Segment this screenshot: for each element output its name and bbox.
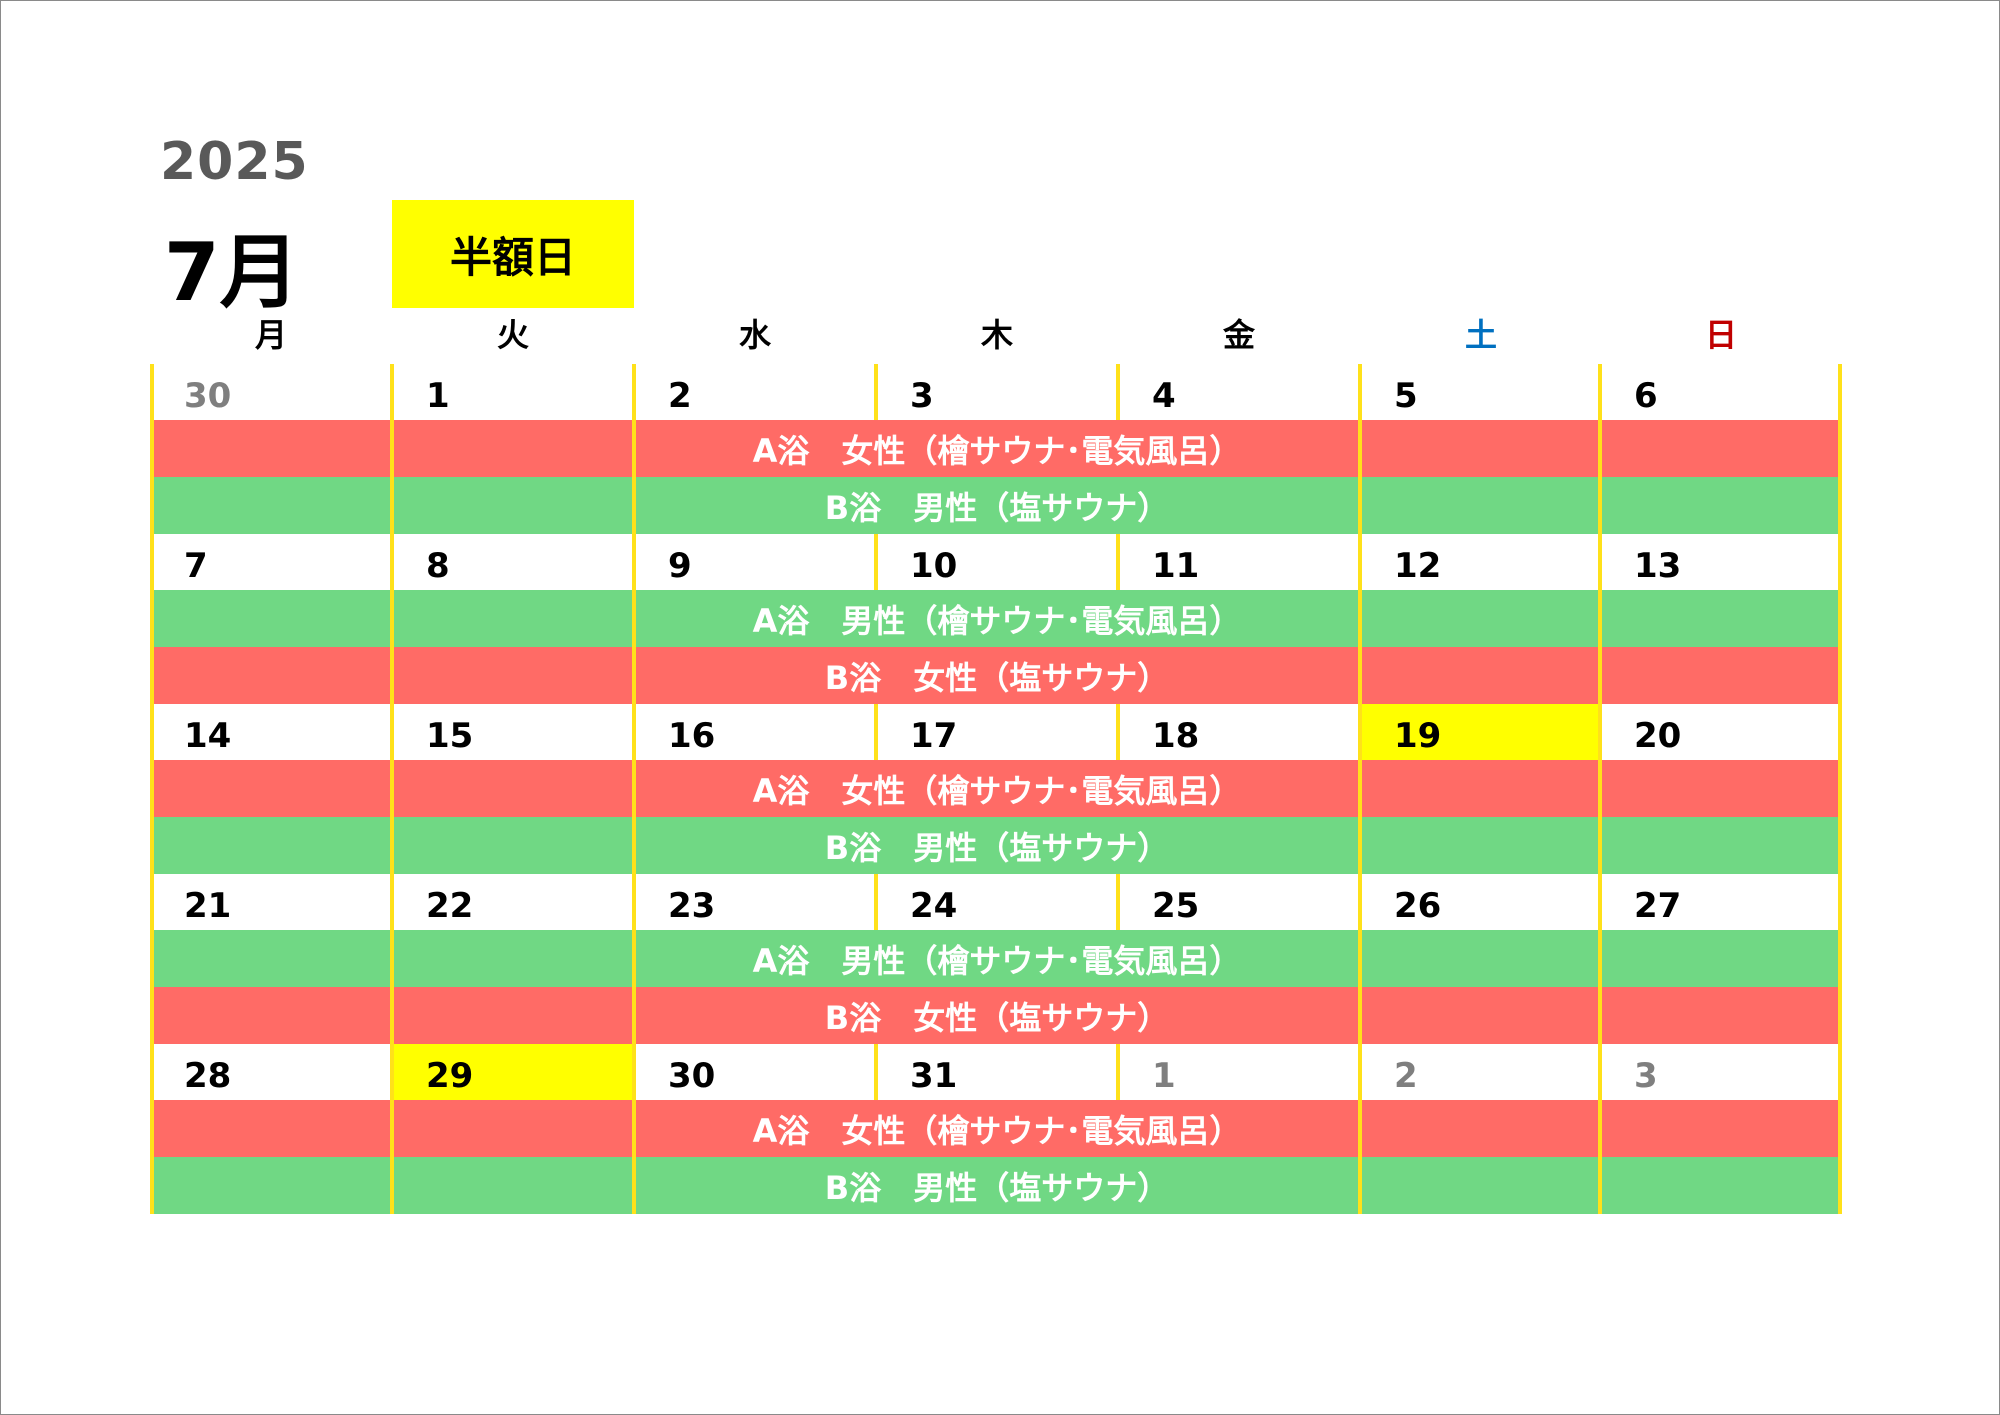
bath-b-band: B浴 男性（塩サウナ） [150, 1157, 1842, 1214]
weekday-thu: 木 [980, 316, 1013, 354]
bath-b-band: B浴 男性（塩サウナ） [150, 477, 1842, 534]
day-cell: 4 [1118, 364, 1360, 420]
bath-b-band: B浴 女性（塩サウナ） [150, 647, 1842, 704]
bath-schedule-label: B浴 女性（塩サウナ） [824, 998, 1170, 1037]
grid-divider-line [150, 364, 154, 1214]
weekday-fri: 金 [1222, 316, 1255, 354]
day-cell: 13 [1600, 534, 1842, 590]
calendar-week: 7 8 9 10 11 12 13 A浴 男性（檜サウナ･電気風呂） B浴 女性（塩サウナ） [150, 534, 1842, 704]
day-cell: 2 [1360, 1044, 1600, 1100]
weekday-wed: 水 [738, 316, 771, 354]
calendar-week: 14 15 16 17 18 19 20 A浴 女性（檜サウナ･電気風呂） B浴 男性（塩サウナ… [150, 704, 1842, 874]
calendar-grid: 30 1 2 3 4 5 6 A浴 女性（檜サウナ･電気風呂） B浴 男性（塩サウナ） 7 8 9 10… [150, 364, 1842, 1214]
day-cell: 1 [392, 364, 634, 420]
day-cell: 1 [1118, 1044, 1360, 1100]
day-cell: 14 [150, 704, 392, 760]
day-cell: 18 [1118, 704, 1360, 760]
grid-divider-line [1358, 364, 1362, 1214]
bath-schedule-label: A浴 女性（檜サウナ･電気風呂） [752, 1111, 1242, 1150]
weekday-sun: 日 [1704, 316, 1737, 354]
day-cell: 31 [876, 1044, 1118, 1100]
date-row-divider [1116, 534, 1120, 590]
date-row-divider [1116, 364, 1120, 420]
day-cell: 8 [392, 534, 634, 590]
day-cell: 27 [1600, 874, 1842, 930]
bath-a-band: A浴 男性（檜サウナ･電気風呂） [150, 930, 1842, 987]
day-cell: 20 [1600, 704, 1842, 760]
date-row-divider [874, 704, 878, 760]
bath-a-band: A浴 女性（檜サウナ･電気風呂） [150, 1100, 1842, 1157]
bath-schedule-label: A浴 女性（檜サウナ･電気風呂） [752, 771, 1242, 810]
day-cell: 16 [634, 704, 876, 760]
bath-a-band: A浴 女性（檜サウナ･電気風呂） [150, 420, 1842, 477]
day-cell: 7 [150, 534, 392, 590]
bath-schedule-label: B浴 女性（塩サウナ） [824, 658, 1170, 697]
weekday-sat: 土 [1464, 316, 1497, 354]
calendar-month: 7月 [164, 226, 300, 319]
day-cell: 30 [150, 364, 392, 420]
date-row-divider [874, 1044, 878, 1100]
bath-schedule-label: B浴 男性（塩サウナ） [824, 828, 1170, 867]
bath-b-band: B浴 女性（塩サウナ） [150, 987, 1842, 1044]
date-row-divider [874, 874, 878, 930]
day-cell: 15 [392, 704, 634, 760]
bath-schedule-label: B浴 男性（塩サウナ） [824, 1168, 1170, 1207]
date-row-divider [1116, 1044, 1120, 1100]
bath-a-band: A浴 男性（檜サウナ･電気風呂） [150, 590, 1842, 647]
bath-schedule-label: B浴 男性（塩サウナ） [824, 488, 1170, 527]
weekday-mon: 月 [254, 316, 287, 354]
day-cell: 24 [876, 874, 1118, 930]
day-cell: 12 [1360, 534, 1600, 590]
day-cell: 28 [150, 1044, 392, 1100]
date-row-divider [874, 364, 878, 420]
half-price-legend: 半額日 [392, 200, 634, 308]
day-cell: 10 [876, 534, 1118, 590]
day-cell: 3 [1600, 1044, 1842, 1100]
day-cell-half-price: 19 [1360, 704, 1600, 760]
day-cell: 5 [1360, 364, 1600, 420]
day-cell: 3 [876, 364, 1118, 420]
bath-schedule-label: A浴 男性（檜サウナ･電気風呂） [752, 941, 1242, 980]
bath-a-band: A浴 女性（檜サウナ･電気風呂） [150, 760, 1842, 817]
grid-divider-line [1838, 364, 1842, 1214]
day-cell: 30 [634, 1044, 876, 1100]
grid-divider-line [1598, 364, 1602, 1214]
day-cell-half-price: 29 [392, 1044, 634, 1100]
date-row-divider [874, 534, 878, 590]
day-cell: 9 [634, 534, 876, 590]
bath-b-band: B浴 男性（塩サウナ） [150, 817, 1842, 874]
day-cell: 11 [1118, 534, 1360, 590]
day-cell: 26 [1360, 874, 1600, 930]
weekday-tue: 火 [496, 316, 529, 354]
calendar-week: 30 1 2 3 4 5 6 A浴 女性（檜サウナ･電気風呂） B浴 男性（塩サウナ） [150, 364, 1842, 534]
grid-divider-line [390, 364, 394, 1214]
day-cell: 6 [1600, 364, 1842, 420]
grid-divider-line [632, 364, 636, 1214]
day-cell: 17 [876, 704, 1118, 760]
calendar-week: 28 29 30 31 1 2 3 A浴 女性（檜サウナ･電気風呂） B浴 男性（塩サウナ） [150, 1044, 1842, 1214]
calendar-year: 2025 [160, 132, 309, 192]
date-row-divider [1116, 704, 1120, 760]
day-cell: 25 [1118, 874, 1360, 930]
bath-schedule-label: A浴 女性（檜サウナ･電気風呂） [752, 431, 1242, 470]
calendar-week: 21 22 23 24 25 26 27 A浴 男性（檜サウナ･電気風呂） B浴 女性（塩サウナ… [150, 874, 1842, 1044]
bath-schedule-label: A浴 男性（檜サウナ･電気風呂） [752, 601, 1242, 640]
day-cell: 23 [634, 874, 876, 930]
day-cell: 22 [392, 874, 634, 930]
date-row-divider [1116, 874, 1120, 930]
day-cell: 21 [150, 874, 392, 930]
day-cell: 2 [634, 364, 876, 420]
